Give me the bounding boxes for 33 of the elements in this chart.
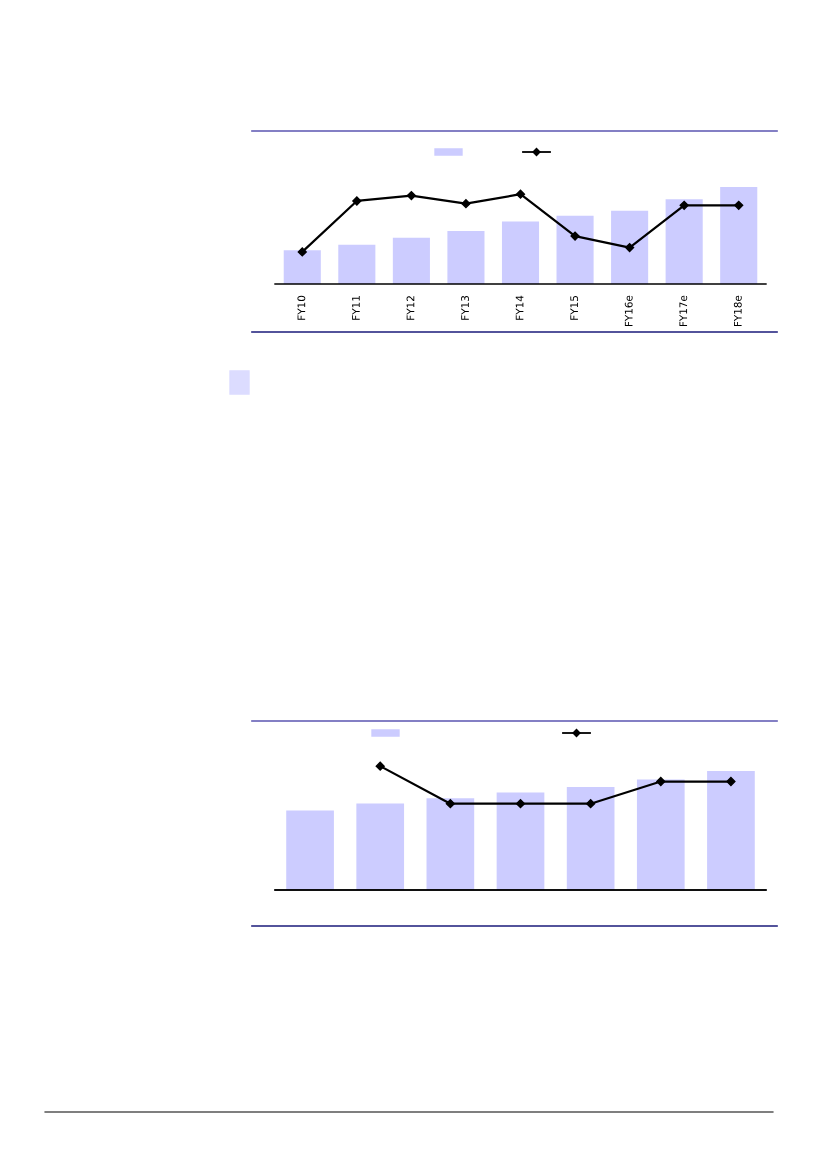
point <box>624 242 635 253</box>
point <box>352 196 362 206</box>
bar <box>636 779 685 890</box>
bar <box>496 792 545 890</box>
bar <box>720 187 758 284</box>
point <box>461 199 471 209</box>
x-tick-label: FY15 <box>570 296 579 320</box>
bar <box>338 244 376 284</box>
bar <box>283 250 321 284</box>
point <box>406 190 417 201</box>
point <box>679 200 689 210</box>
bar <box>611 210 649 284</box>
bar <box>707 771 755 890</box>
point <box>515 189 526 199</box>
bar <box>556 215 594 284</box>
x-tick-label: FY13 <box>461 295 469 320</box>
point <box>297 247 307 257</box>
x-tick-label: FY10 <box>297 295 306 320</box>
x-tick-label: FY18e <box>733 295 742 327</box>
bar <box>665 199 703 284</box>
bar <box>426 798 475 890</box>
bar <box>286 810 334 890</box>
bar <box>447 231 485 284</box>
x-tick-label: FY16e <box>624 295 633 327</box>
bar <box>566 787 615 890</box>
point <box>734 200 744 210</box>
bar <box>501 221 540 284</box>
x-tick-label: FY12 <box>406 296 415 320</box>
bar <box>356 803 405 890</box>
bar <box>392 237 430 284</box>
x-tick-label: FY11 <box>352 296 360 320</box>
x-tick-label: FY14 <box>515 295 524 320</box>
x-tick-label: FY17e <box>679 295 688 327</box>
